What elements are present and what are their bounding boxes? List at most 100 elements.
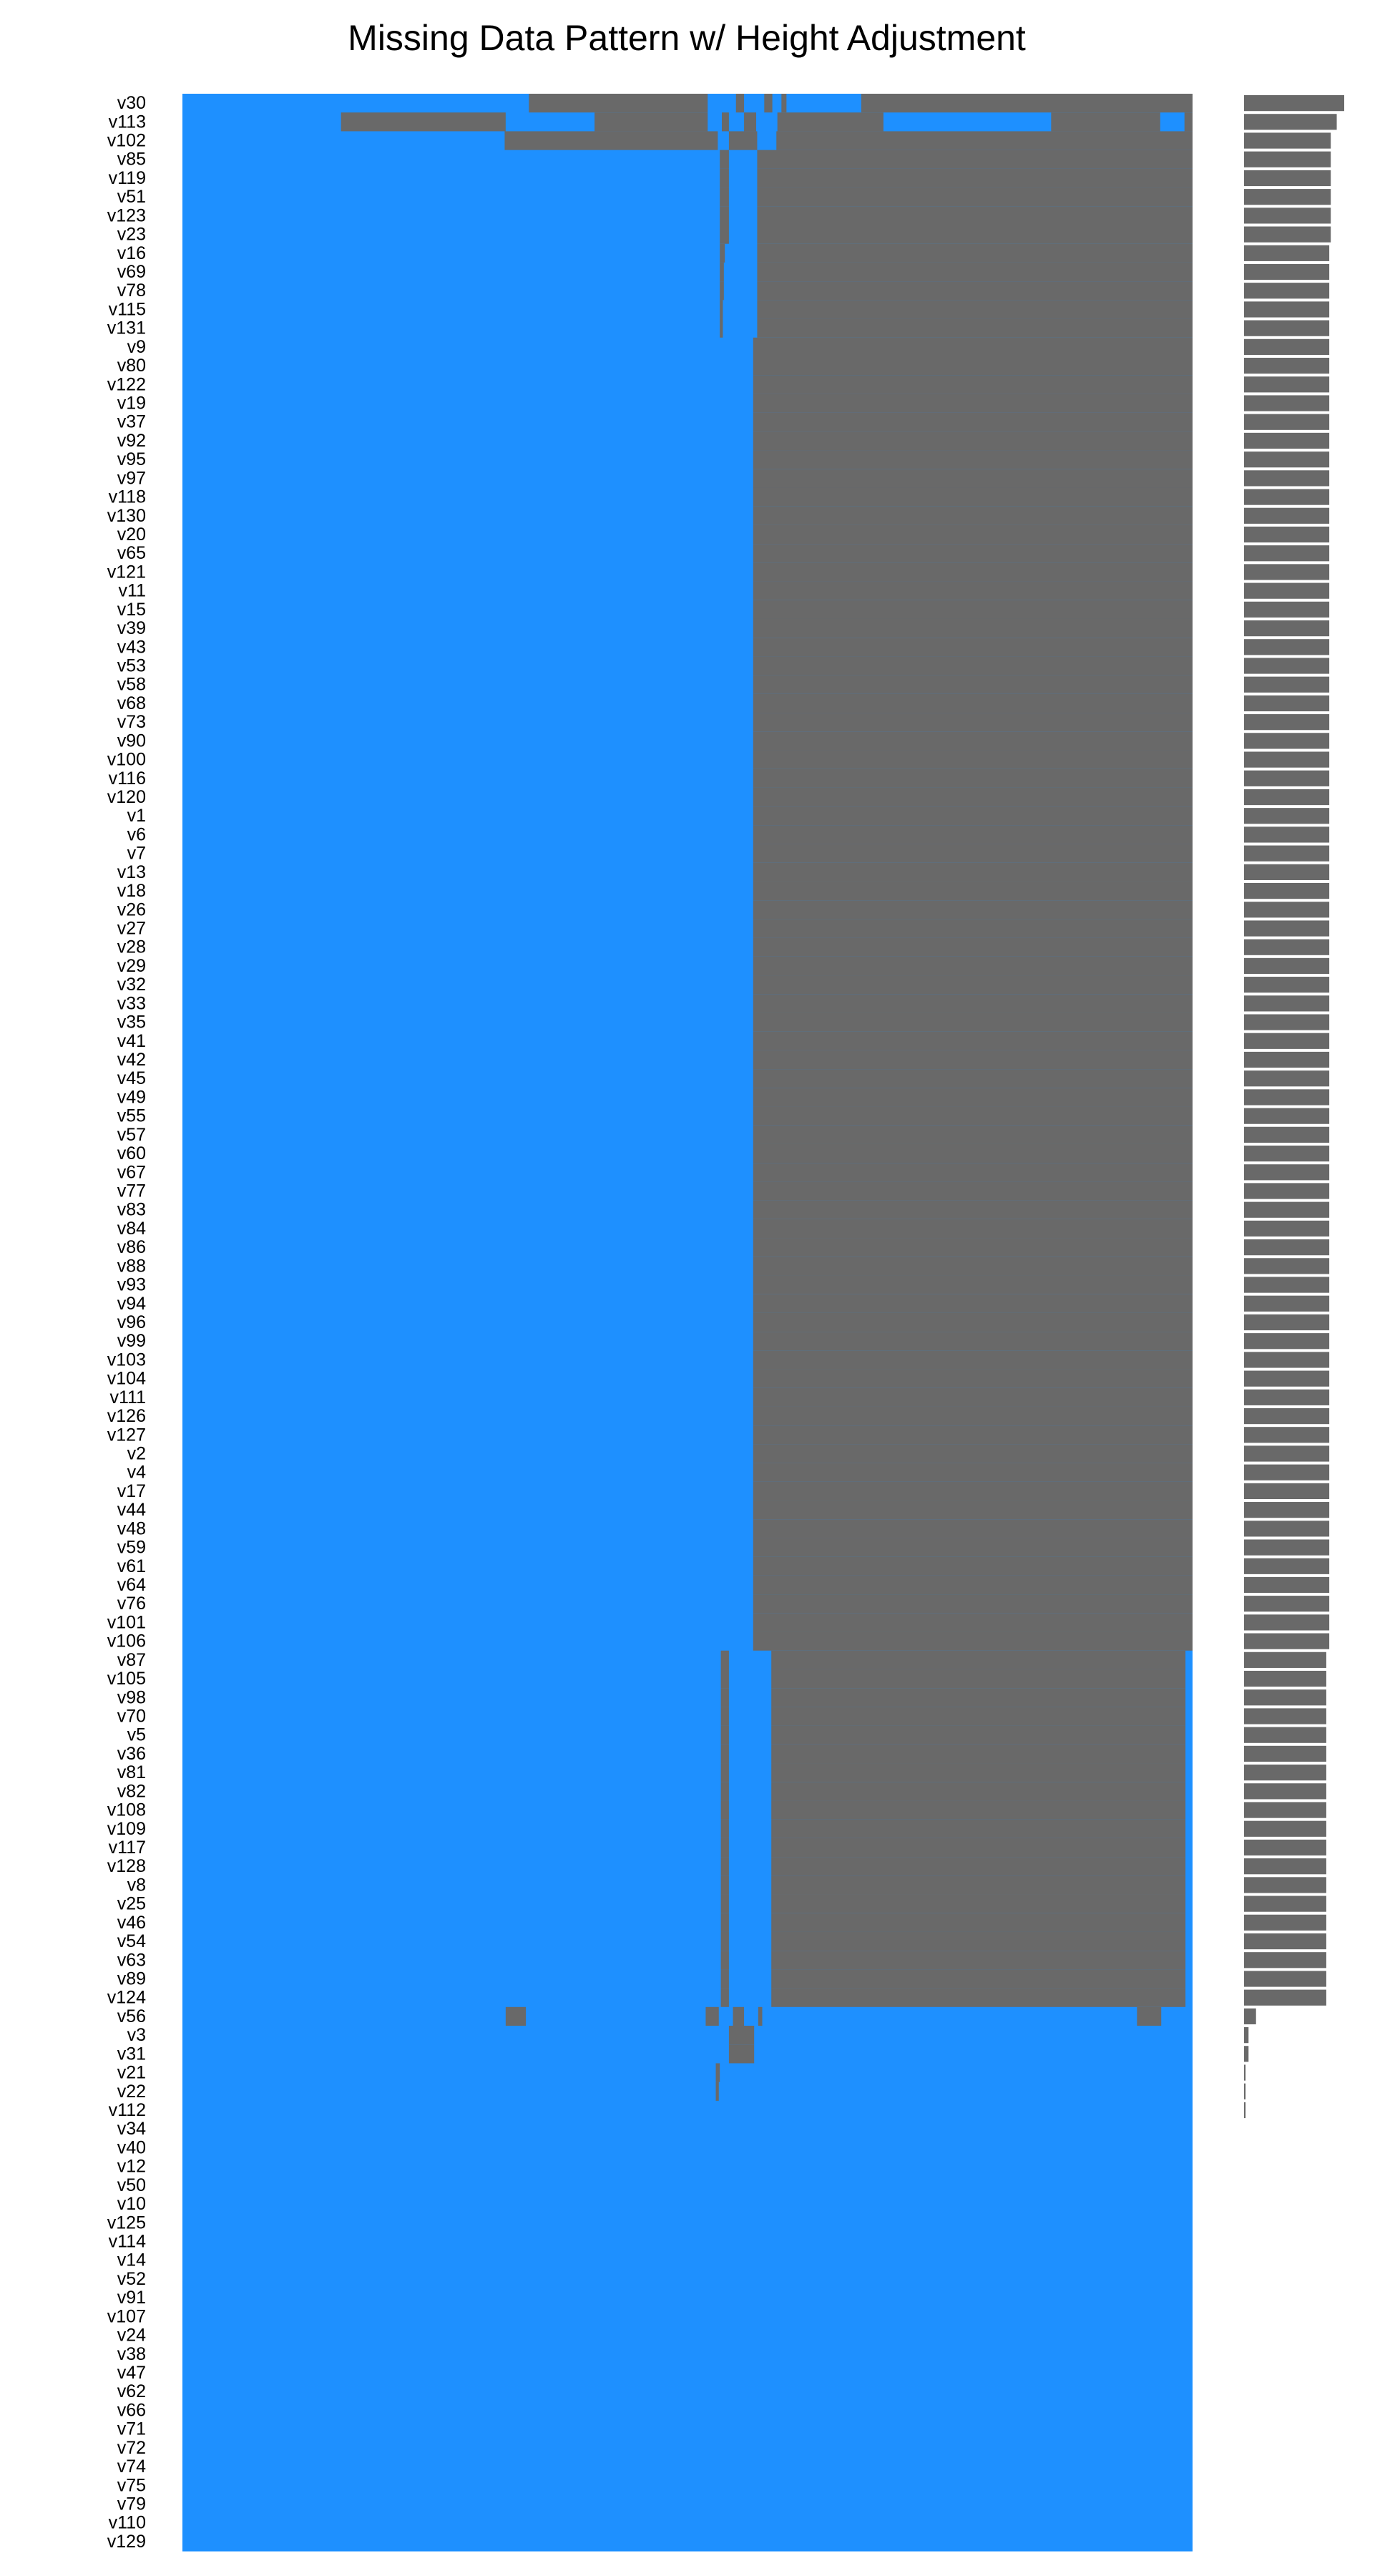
missing-cell-v29-0 — [753, 956, 1193, 976]
row-label-v72: v72 — [117, 2438, 146, 2458]
missing-cell-v70-1 — [771, 1707, 1186, 1727]
row-label-v19: v19 — [117, 394, 146, 414]
row-label-v52: v52 — [117, 2269, 146, 2289]
heatmap-row-v66 — [182, 2401, 1193, 2421]
row-label-v22: v22 — [117, 2082, 146, 2102]
row-label-v39: v39 — [117, 618, 146, 638]
bar-v86 — [1244, 1239, 1330, 1256]
row-label-v5: v5 — [127, 1725, 146, 1745]
row-label-v57: v57 — [117, 1125, 146, 1145]
missing-cell-v63-1 — [771, 1951, 1186, 1970]
missing-cell-v98-1 — [771, 1688, 1186, 1707]
missing-cell-v57-0 — [753, 1125, 1193, 1145]
bar-v84 — [1244, 1220, 1330, 1237]
missing-cell-v43-0 — [753, 638, 1193, 658]
row-label-v47: v47 — [117, 2363, 146, 2383]
missing-cell-v30-2 — [764, 94, 773, 113]
row-label-v29: v29 — [117, 956, 146, 976]
missing-cell-v83-0 — [753, 1200, 1193, 1220]
bar-v21 — [1244, 2064, 1246, 2081]
missing-cell-v87-1 — [771, 1650, 1186, 1670]
row-label-v40: v40 — [117, 2137, 146, 2157]
bar-v120 — [1244, 789, 1330, 806]
missing-cell-v30-3 — [781, 94, 787, 113]
missing-cell-v78-1 — [757, 281, 1193, 301]
row-label-v101: v101 — [107, 1612, 146, 1632]
bar-v130 — [1244, 507, 1330, 524]
row-label-v64: v64 — [117, 1575, 146, 1595]
row-label-v130: v130 — [107, 506, 146, 526]
row-label-v11: v11 — [119, 581, 146, 601]
row-label-v118: v118 — [109, 487, 146, 507]
missing-cell-v131-0 — [720, 318, 723, 338]
missing-cell-v93-0 — [753, 1275, 1193, 1295]
missing-cell-v131-1 — [757, 318, 1193, 338]
row-label-v31: v31 — [117, 2044, 146, 2064]
missing-cell-v124-1 — [771, 1988, 1186, 2008]
heatmap-row-v38 — [182, 2344, 1193, 2364]
row-label-v27: v27 — [117, 919, 146, 939]
bar-v83 — [1244, 1201, 1330, 1218]
bar-v76 — [1244, 1596, 1330, 1612]
row-label-v34: v34 — [117, 2119, 146, 2139]
missing-cell-v90-0 — [753, 731, 1193, 751]
bar-v73 — [1244, 714, 1330, 731]
missing-cell-v42-0 — [753, 1050, 1193, 1070]
row-label-v60: v60 — [117, 1143, 146, 1163]
missing-cell-v127-0 — [753, 1425, 1193, 1445]
missing-cell-v113-1 — [594, 112, 708, 132]
missing-cell-v84-0 — [753, 1219, 1193, 1239]
row-label-v84: v84 — [117, 1219, 146, 1239]
row-label-v81: v81 — [117, 1762, 146, 1782]
missing-cell-v30-1 — [735, 94, 745, 113]
missing-cell-v44-0 — [753, 1501, 1193, 1520]
row-label-v78: v78 — [117, 280, 146, 301]
bar-v54 — [1244, 1933, 1326, 1950]
bar-v29 — [1244, 957, 1330, 975]
missing-cell-v102-2 — [776, 131, 1193, 151]
bar-v99 — [1244, 1333, 1330, 1350]
missing-cell-v69-0 — [720, 262, 724, 282]
row-label-v24: v24 — [117, 2326, 146, 2346]
missing-cell-v85-1 — [757, 150, 1193, 170]
missing-cell-v123-1 — [757, 206, 1193, 226]
missing-cell-v64-0 — [753, 1575, 1193, 1595]
missing-cell-v123-0 — [720, 206, 729, 226]
missing-cell-v100-0 — [753, 750, 1193, 770]
row-label-v92: v92 — [117, 431, 146, 451]
missing-cell-v105-1 — [771, 1669, 1186, 1689]
missing-cell-v58-0 — [753, 675, 1193, 695]
bar-v15 — [1244, 601, 1330, 618]
row-label-v46: v46 — [117, 1913, 146, 1933]
row-label-v12: v12 — [117, 2157, 146, 2177]
bar-v67 — [1244, 1164, 1330, 1181]
row-label-v49: v49 — [117, 1087, 146, 1107]
missing-cell-v15-0 — [753, 600, 1193, 620]
missing-cell-v78-0 — [720, 281, 724, 301]
missing-cell-v113-3 — [744, 112, 757, 132]
heatmap-row-v22 — [182, 2082, 1193, 2102]
missing-cell-v67-0 — [753, 1163, 1193, 1182]
missing-cell-v113-6 — [1184, 112, 1193, 132]
row-label-v94: v94 — [117, 1294, 146, 1314]
bar-v46 — [1244, 1914, 1326, 1931]
row-label-v10: v10 — [117, 2194, 146, 2214]
row-label-v6: v6 — [127, 824, 146, 844]
row-label-v100: v100 — [107, 750, 146, 770]
missing-cell-v116-0 — [753, 769, 1193, 789]
row-label-v23: v23 — [117, 225, 146, 245]
bar-v122 — [1244, 376, 1330, 393]
row-label-v86: v86 — [117, 1237, 146, 1257]
row-label-v62: v62 — [117, 2381, 146, 2401]
bar-v81 — [1244, 1765, 1326, 1781]
missing-cell-v113-0 — [341, 112, 506, 132]
row-label-v61: v61 — [117, 1556, 146, 1576]
missing-cell-v33-0 — [753, 994, 1193, 1014]
heatmap-row-v52 — [182, 2269, 1193, 2289]
missing-cell-v117-0 — [720, 1838, 729, 1858]
missing-cell-v8-1 — [771, 1875, 1186, 1896]
missingness-heatmap — [182, 94, 1193, 2552]
row-label-v32: v32 — [117, 975, 146, 995]
missing-cell-v3-0 — [728, 2026, 755, 2045]
heatmap-row-v34 — [182, 2119, 1193, 2139]
